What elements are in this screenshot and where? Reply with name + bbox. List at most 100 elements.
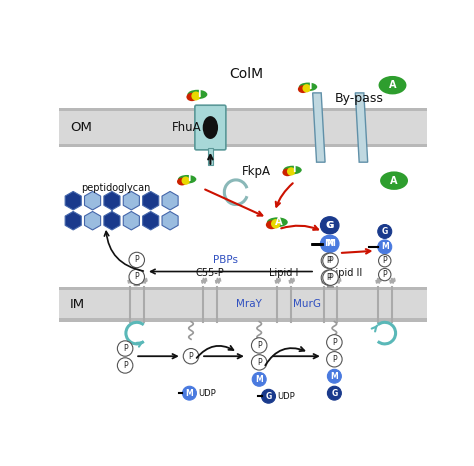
Ellipse shape: [283, 166, 302, 174]
Text: I: I: [308, 82, 311, 91]
Circle shape: [328, 370, 341, 383]
Ellipse shape: [298, 85, 308, 93]
Text: P: P: [332, 338, 337, 347]
Text: M: M: [381, 242, 389, 251]
Polygon shape: [143, 212, 159, 230]
Text: P: P: [383, 270, 387, 279]
Ellipse shape: [187, 90, 207, 99]
Text: A: A: [275, 217, 283, 226]
Text: G: G: [327, 221, 334, 230]
Polygon shape: [84, 192, 100, 210]
Polygon shape: [162, 192, 178, 210]
Text: IM: IM: [70, 298, 85, 311]
Ellipse shape: [186, 93, 197, 101]
Circle shape: [251, 355, 267, 370]
Circle shape: [251, 338, 267, 353]
Ellipse shape: [266, 220, 277, 229]
Circle shape: [379, 254, 391, 267]
Text: FhuA: FhuA: [172, 121, 201, 134]
Ellipse shape: [379, 76, 406, 95]
Text: M: M: [330, 372, 338, 381]
Ellipse shape: [283, 169, 292, 176]
Circle shape: [378, 240, 392, 254]
Circle shape: [182, 177, 190, 185]
Text: M: M: [255, 375, 263, 384]
Circle shape: [118, 358, 133, 373]
Bar: [208, 148, 213, 165]
Circle shape: [320, 235, 337, 252]
Text: P: P: [123, 361, 128, 370]
Polygon shape: [84, 212, 100, 230]
Circle shape: [321, 270, 337, 285]
Bar: [59, 108, 427, 147]
Polygon shape: [162, 212, 178, 230]
Text: P: P: [332, 355, 337, 364]
Text: I: I: [187, 174, 190, 183]
Bar: [59, 111, 427, 144]
Text: G: G: [331, 389, 337, 397]
Circle shape: [328, 386, 341, 400]
Text: C55-P: C55-P: [196, 267, 225, 278]
Polygon shape: [143, 192, 159, 210]
Text: G: G: [265, 392, 272, 401]
Text: P: P: [383, 256, 387, 265]
Text: P: P: [327, 256, 331, 265]
Text: A: A: [390, 176, 398, 185]
Polygon shape: [356, 93, 368, 162]
Text: I: I: [292, 165, 296, 174]
Text: P: P: [328, 256, 333, 265]
Text: P: P: [327, 273, 331, 282]
Polygon shape: [104, 192, 120, 210]
Polygon shape: [123, 212, 139, 230]
Text: P: P: [135, 273, 139, 281]
Text: P: P: [189, 352, 193, 361]
Ellipse shape: [267, 217, 288, 227]
Text: OM: OM: [70, 121, 92, 134]
Text: peptidoglycan: peptidoglycan: [81, 183, 151, 193]
Text: FkpA: FkpA: [242, 165, 271, 178]
Text: P: P: [257, 341, 262, 350]
Circle shape: [191, 91, 201, 101]
Polygon shape: [123, 192, 139, 210]
Circle shape: [327, 352, 342, 367]
Text: P: P: [135, 255, 139, 265]
Ellipse shape: [178, 175, 196, 184]
Text: A: A: [389, 80, 396, 90]
Text: Lipid I: Lipid I: [269, 267, 299, 278]
Polygon shape: [313, 93, 325, 162]
Text: UDP: UDP: [198, 389, 216, 397]
Text: M: M: [186, 389, 193, 397]
Text: P: P: [257, 358, 262, 367]
Circle shape: [323, 270, 338, 285]
Text: P: P: [328, 273, 333, 282]
Circle shape: [302, 84, 311, 92]
Text: ColM: ColM: [230, 67, 264, 81]
Circle shape: [183, 349, 199, 364]
Circle shape: [323, 253, 338, 268]
Text: P: P: [123, 344, 128, 353]
Polygon shape: [104, 212, 120, 230]
Circle shape: [129, 269, 145, 285]
Circle shape: [287, 167, 295, 176]
Text: M: M: [324, 240, 333, 248]
FancyBboxPatch shape: [195, 105, 226, 150]
Circle shape: [118, 341, 133, 356]
Ellipse shape: [299, 82, 317, 91]
Circle shape: [182, 386, 196, 400]
Circle shape: [327, 335, 342, 350]
Text: I: I: [197, 89, 201, 99]
Text: M: M: [326, 240, 335, 248]
Circle shape: [321, 253, 337, 268]
Ellipse shape: [203, 116, 218, 139]
Bar: [59, 287, 427, 322]
Polygon shape: [65, 192, 81, 210]
Circle shape: [129, 252, 145, 267]
Ellipse shape: [380, 171, 408, 190]
Text: PBPs: PBPs: [213, 255, 238, 265]
Circle shape: [378, 225, 392, 239]
Circle shape: [379, 268, 391, 281]
Circle shape: [322, 217, 339, 234]
Text: Lipid II: Lipid II: [330, 267, 362, 278]
Circle shape: [252, 372, 266, 386]
Text: UDP: UDP: [277, 392, 295, 401]
